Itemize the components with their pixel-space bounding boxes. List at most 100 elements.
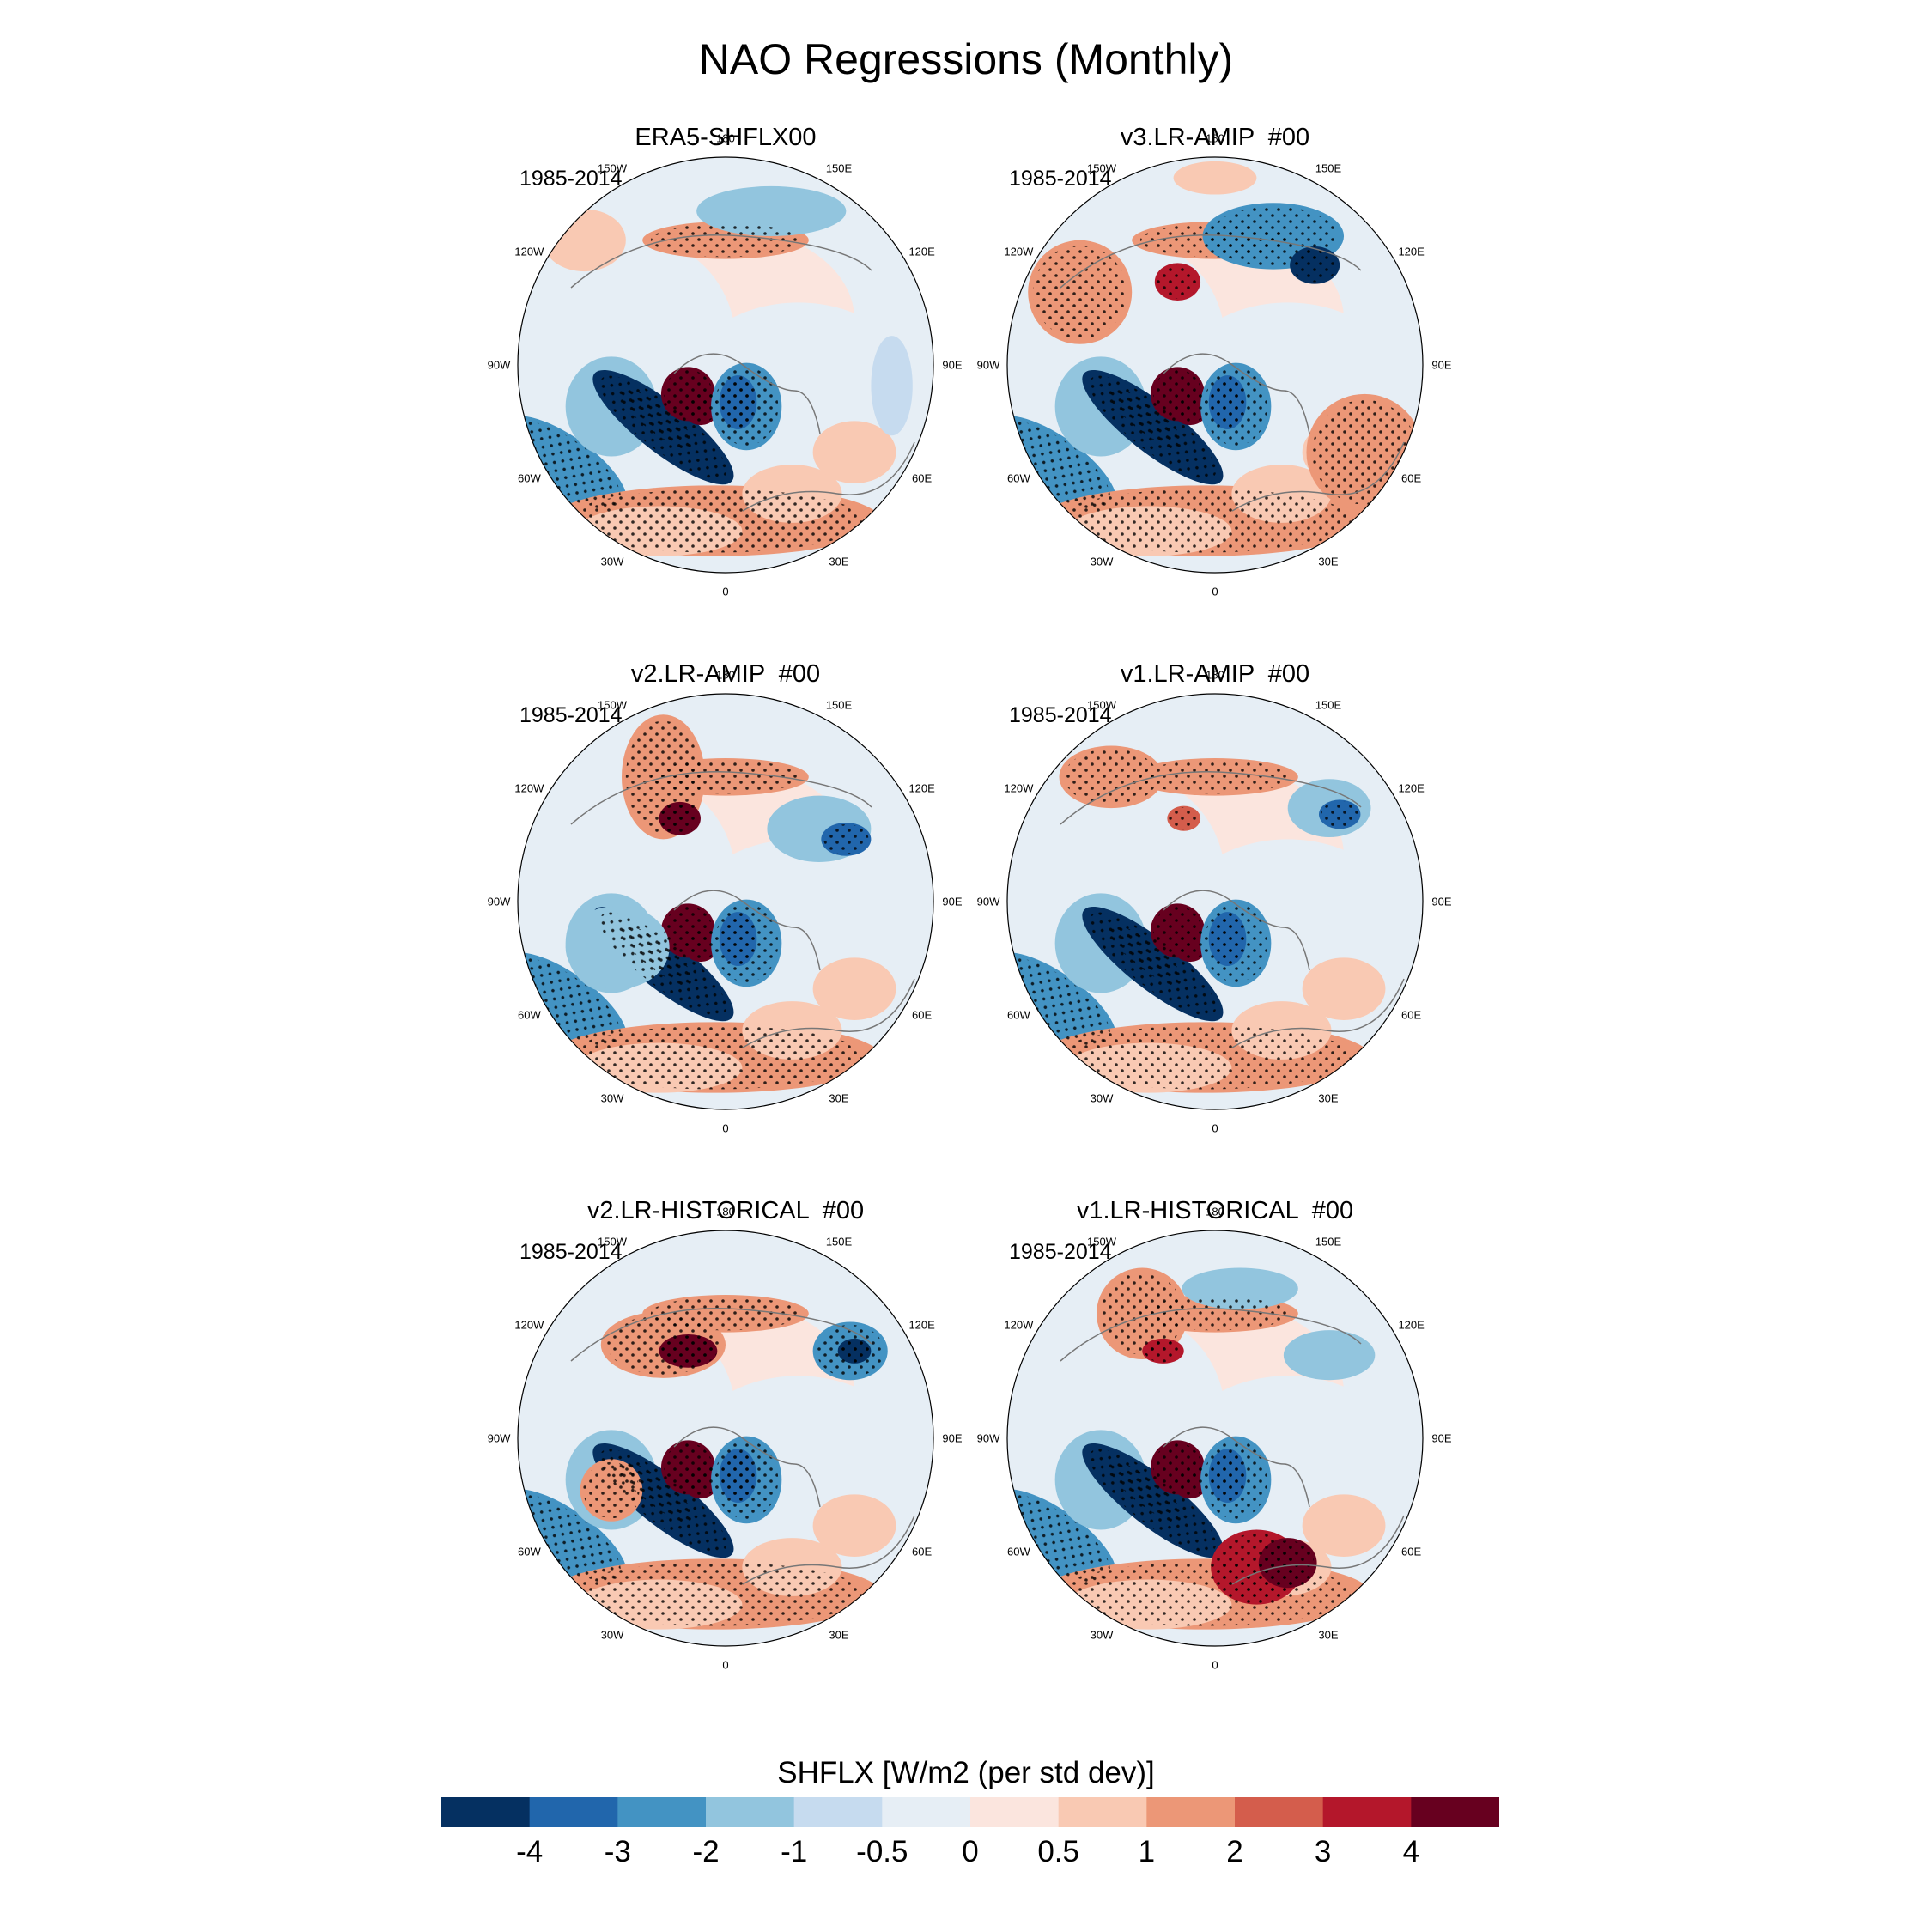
significance-stipple xyxy=(1054,489,1355,553)
longitude-label: 60W xyxy=(1006,1008,1030,1022)
coastline xyxy=(1163,890,1310,971)
colorbar-swatch xyxy=(706,1797,795,1827)
longitude-label: 120W xyxy=(514,1318,544,1332)
longitude-label: 60E xyxy=(1401,471,1422,485)
longitude-label: 90E xyxy=(1431,358,1452,372)
panel-period: 1985-2014 xyxy=(519,703,623,727)
longitude-label: 180 xyxy=(716,131,735,145)
panel-period: 1985-2014 xyxy=(1009,1240,1112,1264)
significance-stipple xyxy=(1173,1462,1207,1498)
colorbar-swatch xyxy=(1322,1797,1412,1827)
coastline xyxy=(673,353,821,434)
map-border xyxy=(1006,693,1424,1110)
longitude-label: 60E xyxy=(1401,1545,1422,1558)
significance-stipple xyxy=(1210,1451,1245,1500)
significance-stipple xyxy=(1173,926,1207,961)
significance-stipple xyxy=(518,1493,621,1583)
map-border xyxy=(1006,1230,1424,1647)
longitude-label: 60W xyxy=(1006,1545,1030,1558)
longitude-label: 90E xyxy=(1431,895,1452,908)
map-border xyxy=(517,693,934,1110)
panel-title: v3.LR-AMIP #00 xyxy=(1120,124,1310,151)
significance-stipple xyxy=(1210,378,1245,427)
colorbar-tick-label: 2 xyxy=(1226,1835,1243,1868)
coastline xyxy=(1163,353,1310,434)
panel-title: v1.LR-HISTORICAL #00 xyxy=(1076,1197,1354,1224)
longitude-label: 150W xyxy=(598,698,627,712)
colorbar-swatch xyxy=(529,1797,618,1827)
longitude-label: 120E xyxy=(908,781,935,795)
panel-title: v2.LR-HISTORICAL #00 xyxy=(586,1197,865,1224)
significance-stipple xyxy=(1033,245,1127,339)
colorbar-swatch xyxy=(970,1797,1060,1827)
coastline xyxy=(570,771,872,825)
polar-map xyxy=(1006,1230,1424,1647)
longitude-label: 30W xyxy=(1090,1628,1114,1642)
significance-stipple xyxy=(1173,389,1207,424)
longitude-label: 120W xyxy=(1004,245,1034,258)
significance-stipple xyxy=(565,1025,866,1090)
longitude-label: 60E xyxy=(912,1008,933,1022)
coastline xyxy=(742,978,915,1048)
significance-stipple xyxy=(661,1335,714,1366)
significance-stipple xyxy=(565,1562,866,1626)
colorbar-tick-label: 0.5 xyxy=(1037,1835,1079,1868)
coastline xyxy=(570,1308,872,1362)
panel-period: 1985-2014 xyxy=(519,167,623,191)
panel-period: 1985-2014 xyxy=(519,1240,623,1264)
panel-title: ERA5-SHFLX00 xyxy=(635,124,817,151)
coastline xyxy=(1060,234,1362,289)
contour-region xyxy=(812,1494,896,1557)
longitude-label: 150E xyxy=(825,698,853,712)
longitude-label: 150W xyxy=(598,161,627,175)
longitude-label: 90W xyxy=(487,1431,511,1445)
longitude-label: 90W xyxy=(976,1431,1000,1445)
longitude-label: 120E xyxy=(1398,245,1425,258)
colorbar-swatch xyxy=(793,1797,883,1827)
colorbar-tick-label: 3 xyxy=(1314,1835,1332,1868)
significance-stipple xyxy=(617,1461,696,1524)
significance-stipple xyxy=(1157,264,1199,299)
longitude-label: 30W xyxy=(600,1091,624,1105)
significance-stipple xyxy=(683,389,718,424)
longitude-label: 30E xyxy=(829,1628,849,1642)
significance-stipple xyxy=(1107,387,1186,451)
significance-stipple xyxy=(1107,924,1186,987)
significance-stipple xyxy=(1007,420,1110,509)
longitude-label: 30E xyxy=(1318,1091,1339,1105)
longitude-label: 180 xyxy=(716,668,735,682)
map-border xyxy=(517,1230,934,1647)
contour-region xyxy=(1302,1494,1386,1557)
coastline xyxy=(1060,771,1362,825)
longitude-label: 150W xyxy=(1087,161,1116,175)
significance-stipple xyxy=(1210,914,1245,963)
longitude-label: 0 xyxy=(1212,585,1218,598)
longitude-label: 120W xyxy=(514,781,544,795)
longitude-label: 30W xyxy=(600,555,624,568)
longitude-label: 180 xyxy=(1206,668,1224,682)
map-border xyxy=(1006,156,1424,574)
coastline xyxy=(1060,1308,1362,1362)
longitude-label: 30W xyxy=(1090,555,1114,568)
longitude-label: 90W xyxy=(976,358,1000,372)
colorbar-swatch xyxy=(1146,1797,1236,1827)
figure-title: NAO Regressions (Monthly) xyxy=(698,35,1234,83)
significance-stipple xyxy=(583,1461,640,1519)
longitude-label: 120E xyxy=(908,1318,935,1332)
contour-region xyxy=(1302,957,1386,1020)
map-panel: ERA5-SHFLX00 1985-2014 180 150E 120E 90E 60E 30… xyxy=(485,124,966,627)
polar-map xyxy=(1006,693,1424,1110)
colorbar xyxy=(441,1797,1499,1827)
longitude-label: 120W xyxy=(1004,1318,1034,1332)
significance-stipple xyxy=(1101,1272,1184,1355)
significance-stipple xyxy=(720,1451,756,1500)
significance-stipple xyxy=(660,803,699,834)
longitude-label: 90E xyxy=(942,1431,963,1445)
longitude-label: 90E xyxy=(1431,1431,1452,1445)
longitude-label: 0 xyxy=(722,585,729,598)
longitude-label: 180 xyxy=(716,1205,735,1218)
panel-title: v2.LR-AMIP #00 xyxy=(630,660,821,688)
map-panel: v2.LR-AMIP #00 1985-2014 180 150E 120E 90E 60E… xyxy=(485,660,966,1163)
longitude-label: 90W xyxy=(976,895,1000,908)
